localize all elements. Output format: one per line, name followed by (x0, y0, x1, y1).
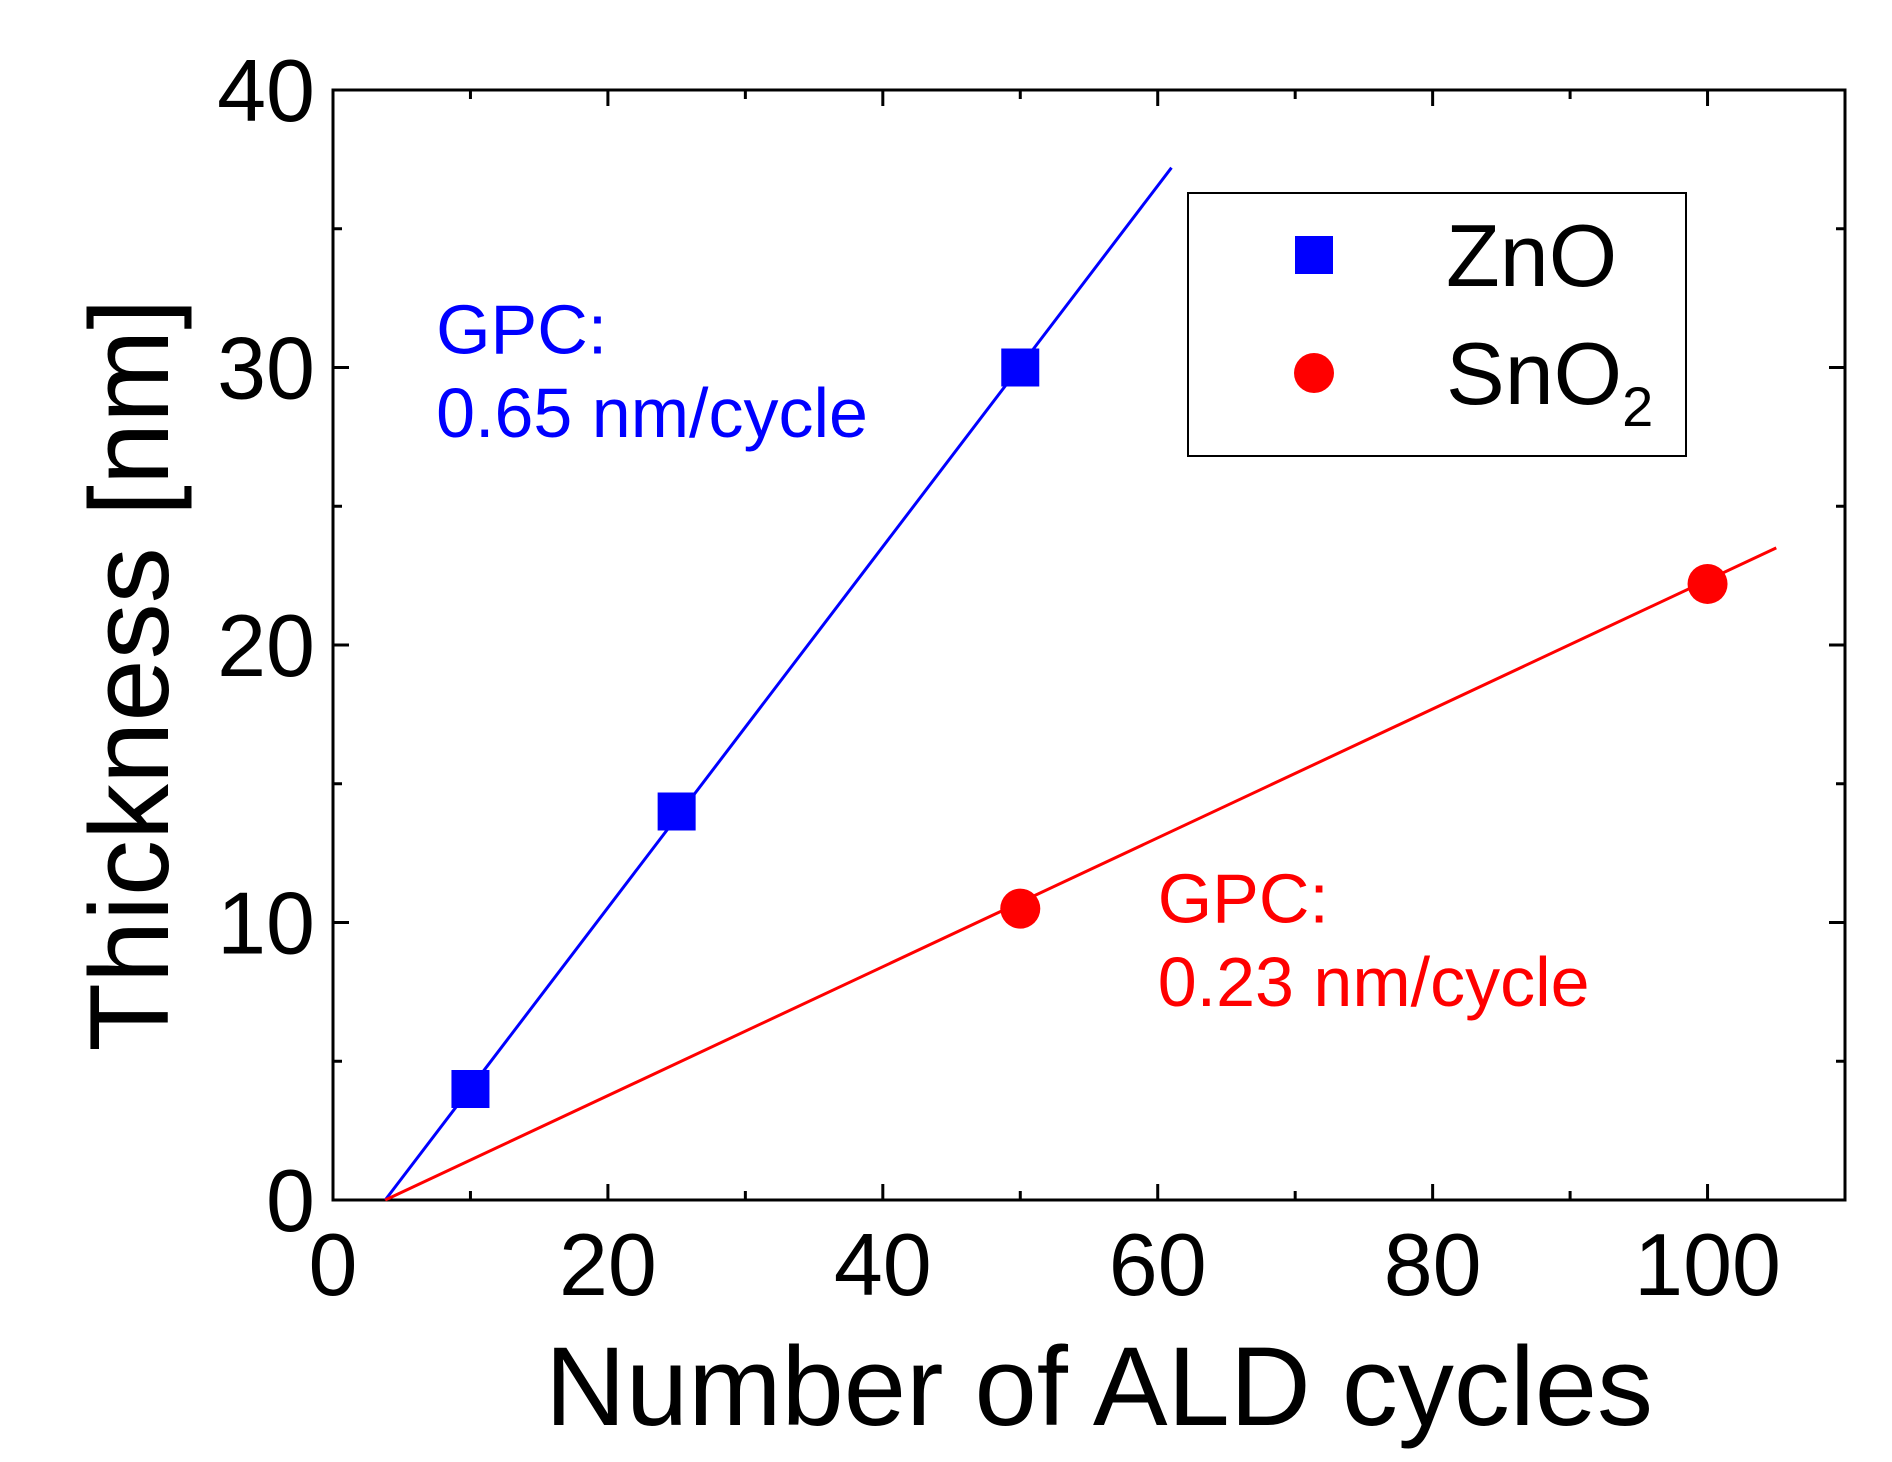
data-markers (451, 348, 1728, 1108)
x-tick-label: 80 (1384, 1215, 1482, 1314)
legend-marker-sno (1294, 353, 1334, 393)
y-tick-label: 40 (217, 41, 315, 140)
x-tick-label: 100 (1634, 1215, 1781, 1314)
point-sno (1687, 563, 1728, 604)
y-tick-label: 10 (217, 874, 315, 973)
y-tick-label: 30 (217, 319, 315, 418)
x-tick-label: 40 (834, 1215, 932, 1314)
legend-label-main: SnO (1446, 324, 1622, 423)
legend-label-subscript: 2 (1622, 375, 1653, 438)
annotation-zno-label: GPC: (436, 291, 607, 369)
legend-box (1187, 192, 1687, 457)
fit-lines (384, 166, 1777, 1202)
annotation-sno-label: GPC: (1158, 860, 1329, 938)
legend: ZnO SnO2 (1187, 192, 1687, 457)
fit-line-zno (384, 166, 1173, 1201)
x-tick-label: 20 (559, 1215, 657, 1314)
legend-label-main: ZnO (1446, 206, 1617, 305)
point-zno (657, 792, 696, 831)
legend-label-sno: SnO2 (1446, 324, 1653, 438)
legend-label-zno: ZnO (1446, 206, 1617, 305)
x-tick-label: 60 (1109, 1215, 1207, 1314)
point-sno (1000, 888, 1041, 929)
axes: 0 20 40 60 80 100 0 10 20 30 40 (217, 41, 1847, 1314)
annotation-zno-value: 0.65 nm/cycle (436, 374, 868, 452)
y-tick-label: 0 (266, 1151, 315, 1250)
x-tick-label: 0 (309, 1215, 358, 1314)
legend-entries: ZnO SnO2 (1294, 206, 1653, 438)
legend-marker-zno (1295, 236, 1333, 274)
x-axis-title: Number of ALD cycles (545, 1324, 1653, 1449)
y-tick-label: 20 (217, 596, 315, 695)
ticks (331, 88, 1847, 1202)
point-zno (451, 1070, 490, 1108)
fit-line-sno (384, 546, 1777, 1202)
y-axis-title: Thickness [nm] (67, 298, 192, 1051)
point-zno (1001, 348, 1040, 387)
annotation-sno-value: 0.23 nm/cycle (1158, 943, 1590, 1021)
tick-labels: 0 20 40 60 80 100 0 10 20 30 40 (217, 41, 1781, 1314)
